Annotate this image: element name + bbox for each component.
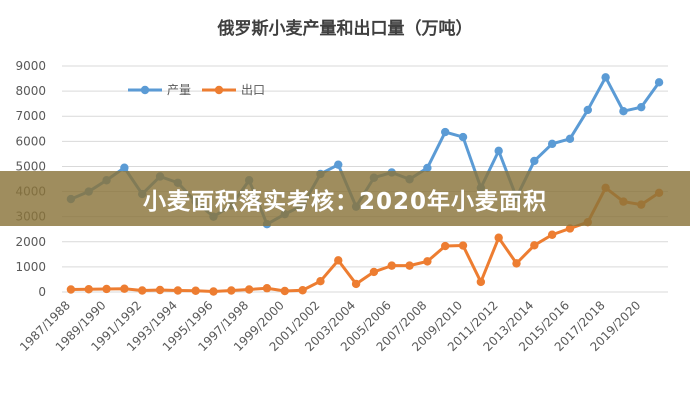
overlay-banner: 小麦面积落实考核：2020年小麦面积 (0, 171, 690, 226)
data-point (262, 284, 272, 293)
data-point (120, 284, 129, 293)
y-tick-label: 1000 (15, 260, 46, 274)
legend-label: 产量 (167, 83, 191, 97)
data-point (565, 224, 575, 233)
data-point (334, 160, 343, 169)
data-point (530, 156, 539, 166)
data-point (494, 146, 503, 156)
data-point (458, 241, 468, 250)
data-point (441, 127, 450, 137)
data-point (316, 277, 325, 286)
data-point (530, 241, 539, 250)
legend-swatch-marker (214, 85, 224, 95)
chart-title: 俄罗斯小麦产量和出口量（万吨） (217, 18, 473, 39)
data-point (494, 233, 503, 242)
data-point (547, 230, 557, 239)
data-point (298, 286, 307, 295)
y-tick-label: 7000 (15, 109, 46, 123)
y-tick-label: 5000 (15, 159, 46, 173)
data-point (547, 139, 557, 149)
legend: 产量 出口 (128, 83, 265, 97)
data-point (565, 134, 575, 144)
data-point (619, 107, 628, 116)
data-point (601, 73, 610, 82)
y-tick-label: 9000 (15, 59, 46, 73)
data-point (102, 284, 111, 294)
data-point (637, 102, 646, 112)
data-point (512, 259, 521, 268)
legend-swatch-marker (140, 85, 150, 95)
data-point (441, 241, 450, 251)
data-point (423, 163, 432, 173)
data-point (209, 287, 218, 296)
data-point (120, 163, 129, 172)
data-point (173, 286, 183, 295)
banner-text: 小麦面积落实考核：2020年小麦面积 (142, 188, 547, 215)
y-tick-label: 6000 (15, 134, 46, 148)
data-point (155, 285, 165, 295)
y-tick-label: 2000 (15, 235, 46, 249)
data-point (369, 267, 379, 277)
data-point (387, 261, 396, 270)
data-point (84, 285, 93, 294)
y-tick-label: 8000 (15, 84, 46, 98)
data-point (351, 279, 361, 289)
data-point (334, 256, 343, 265)
data-point (138, 286, 147, 295)
data-point (654, 78, 664, 87)
y-tick-label: 0 (38, 285, 46, 299)
data-point (191, 286, 200, 295)
data-point (227, 286, 236, 295)
series-line-export (70, 186, 660, 293)
legend-label: 出口 (241, 83, 265, 97)
data-point (583, 105, 592, 115)
x-axis-ticks: 1987/19881989/19901991/19921993/19941995… (17, 298, 643, 354)
data-point (280, 286, 289, 296)
data-point (66, 285, 76, 294)
data-point (458, 132, 468, 142)
data-point (476, 277, 486, 287)
data-point (423, 257, 432, 266)
data-point (405, 261, 414, 270)
data-point (244, 285, 254, 294)
